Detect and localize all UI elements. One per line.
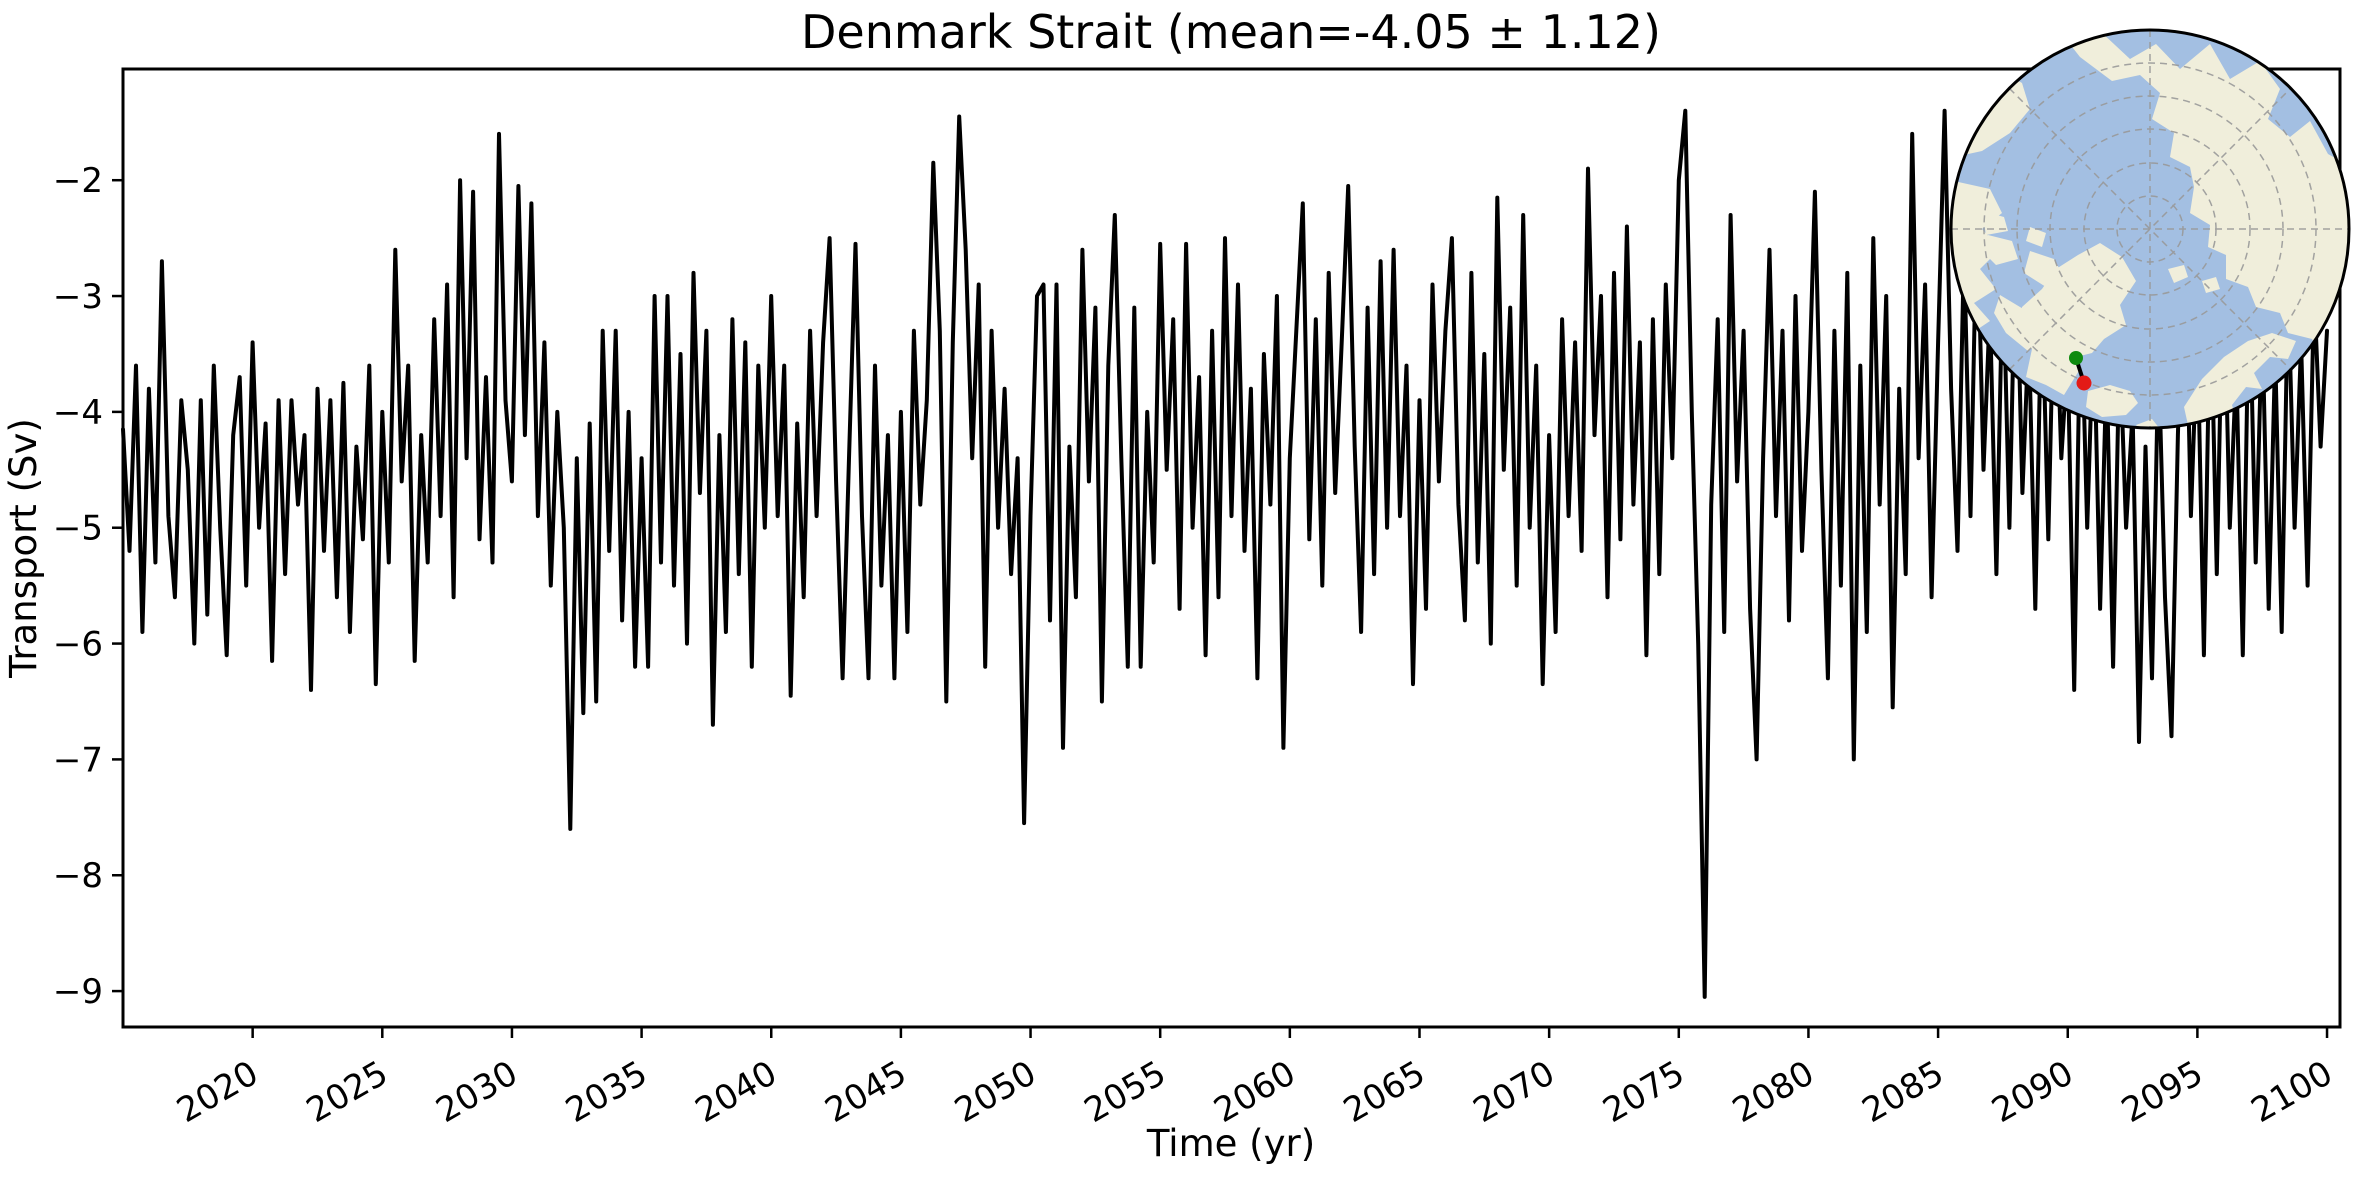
y-tick-label: −4: [53, 393, 103, 433]
series-layer: [121, 108, 2329, 999]
axes-spines: [121, 67, 2342, 1029]
y-tick-label: −3: [53, 277, 103, 317]
arctic-map-inset: [1949, 28, 2351, 430]
x-axis-label: Time (yr): [1146, 1122, 1315, 1165]
greenland-landmass: [2018, 243, 2136, 395]
arctic-small-island: [2026, 227, 2046, 247]
x-tick-label: 2035: [559, 1053, 654, 1131]
map-boundary-circle: [1949, 28, 2351, 430]
x-tick-label: 2090: [1985, 1053, 2080, 1131]
y-tick-label: −2: [53, 161, 103, 201]
y-tick-label: −9: [53, 972, 103, 1012]
scandinavia-landmass: [2184, 333, 2296, 428]
y-tick-label: −8: [53, 856, 103, 896]
section-end-marker: [2076, 375, 2092, 391]
x-tick-label: 2075: [1596, 1053, 1691, 1131]
x-tick-label: 2070: [1467, 1053, 1562, 1131]
y-tick-label: −6: [53, 625, 103, 665]
y-tick-label: −7: [53, 740, 103, 780]
franz-josef-island: [2202, 277, 2220, 293]
transport-line-series: [121, 108, 2329, 999]
britain-island: [2136, 419, 2160, 428]
baffin-island: [1994, 295, 2046, 351]
victoria-island: [1982, 235, 2018, 265]
x-tick-label: 2085: [1856, 1053, 1951, 1131]
x-tick-label: 2045: [818, 1053, 913, 1131]
x-tick-label: 2025: [300, 1053, 395, 1131]
chart-title: Denmark Strait (mean=-4.05 ± 1.12): [801, 5, 1661, 59]
x-tick-label: 2060: [1207, 1053, 1302, 1131]
x-tick-label: 2095: [2115, 1053, 2210, 1131]
x-tick-label: 2100: [2245, 1053, 2340, 1131]
x-tick-label: 2040: [689, 1053, 784, 1131]
section-start-marker: [2069, 351, 2083, 365]
finland-russia-landmass: [2278, 371, 2349, 428]
severnaya-zemlya-island: [2196, 181, 2214, 201]
x-tick-label: 2065: [1337, 1053, 1432, 1131]
x-tick-label: 2055: [1078, 1053, 1173, 1131]
x-tick-label: 2080: [1726, 1053, 1821, 1131]
iceland-island: [2086, 385, 2138, 417]
y-axis-label: Transport (Sv): [2, 418, 45, 679]
y-tick-label: −5: [53, 509, 103, 549]
ellesmere-island: [2024, 251, 2064, 287]
x-tick-label: 2020: [170, 1053, 265, 1131]
x-tick-label: 2050: [948, 1053, 1043, 1131]
svalbard-island: [2168, 265, 2188, 283]
map-graticule: [1951, 30, 2349, 428]
x-tick-label: 2030: [430, 1053, 525, 1131]
